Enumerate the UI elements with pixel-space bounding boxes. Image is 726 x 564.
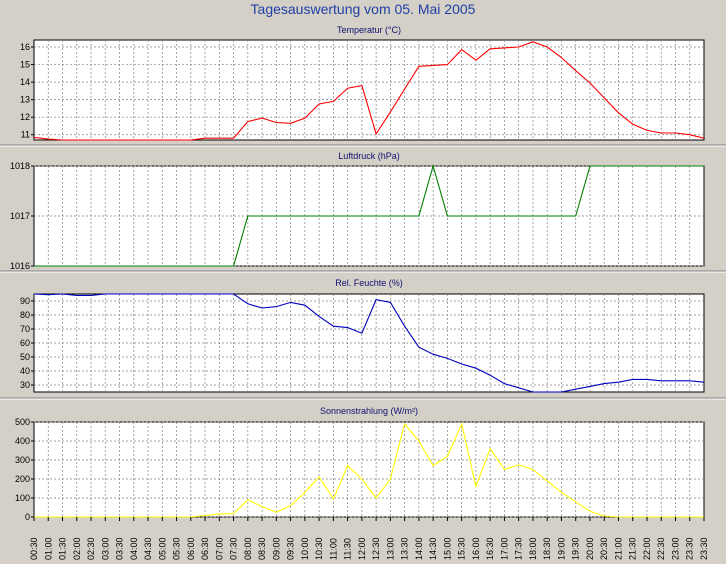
x-tick-label: 14:00: [414, 537, 424, 560]
x-tick-label: 17:30: [514, 537, 524, 560]
x-tick-label: 22:30: [656, 537, 666, 560]
y-tick-label: 400: [15, 436, 30, 446]
x-tick-label: 02:30: [86, 537, 96, 560]
x-tick-label: 12:30: [371, 537, 381, 560]
x-tick-label: 06:30: [200, 537, 210, 560]
x-tick-label: 23:00: [670, 537, 680, 560]
x-tick-label: 18:30: [542, 537, 552, 560]
x-tick-label: 23:30: [685, 537, 695, 560]
y-tick-label: 200: [15, 474, 30, 484]
x-tick-label: 15:00: [442, 537, 452, 560]
panel-title: Rel. Feuchte (%): [335, 278, 403, 288]
y-tick-label: 50: [20, 352, 30, 362]
x-tick-label: 17:00: [499, 537, 509, 560]
x-tick-label: 13:00: [385, 537, 395, 560]
y-tick-label: 60: [20, 338, 30, 348]
plot-area: [33, 39, 705, 141]
x-tick-label: 02:00: [72, 537, 82, 560]
series-line: [33, 41, 705, 141]
x-tick-label: 03:30: [115, 537, 125, 560]
x-tick-label: 19:30: [571, 537, 581, 560]
x-tick-label: 21:30: [628, 537, 638, 560]
x-tick-label: 05:30: [172, 537, 182, 560]
y-tick-label: 16: [20, 42, 30, 52]
x-tick-label: 13:30: [400, 537, 410, 560]
chart-panel-0: 11 12 13 14 15 16 Temperatur (°C): [0, 25, 726, 147]
y-tick-label: 30: [20, 380, 30, 390]
y-tick-label: 1018: [10, 161, 30, 171]
series-line: [34, 422, 704, 518]
x-tick-label: 10:00: [300, 537, 310, 560]
x-tick-label: 04:00: [129, 537, 139, 560]
x-tick-label: 11:30: [343, 538, 353, 560]
plot-area: [33, 293, 705, 393]
panel-title: Temperatur (°C): [337, 25, 401, 35]
panel-title: Luftdruck (hPa): [338, 151, 400, 161]
y-tick-label: 100: [15, 493, 30, 503]
page-title: Tagesauswertung vom 05. Mai 2005: [250, 1, 476, 17]
x-tick-label: 01:00: [43, 537, 53, 560]
x-tick-label: 20:00: [585, 537, 595, 560]
y-tick-label: 15: [20, 60, 30, 70]
y-tick-label: 1016: [10, 261, 30, 271]
x-tick-label: 22:00: [642, 537, 652, 560]
y-tick-label: 11: [21, 130, 30, 140]
x-tick-label: 12:00: [357, 537, 367, 560]
y-tick-label: 12: [20, 112, 30, 122]
x-tick-label: 09:30: [286, 537, 296, 560]
y-tick-label: 300: [15, 455, 30, 465]
x-tick-label: 19:00: [556, 537, 566, 560]
x-tick-label: 03:00: [100, 537, 110, 560]
y-tick-label: 40: [20, 366, 30, 376]
x-tick-label: 18:00: [528, 537, 538, 560]
y-tick-label: 0: [25, 512, 30, 522]
y-tick-label: 13: [20, 95, 30, 105]
x-tick-label: 11:00: [328, 538, 338, 560]
x-tick-label: 01:30: [58, 537, 68, 560]
x-tick-label: 07:30: [229, 537, 239, 560]
x-tick-label: 23:30: [699, 537, 709, 560]
chart-panel-2: 30 40 50 60 70 80 90 Rel. Feuchte (%): [0, 278, 726, 400]
series-line: [33, 293, 705, 393]
y-tick-label: 80: [20, 310, 30, 320]
x-tick-label: 09:00: [271, 537, 281, 560]
chart-panel-3: 0 100 200 300 400 500 Sonnenstrahlung (W/m²): [15, 406, 705, 522]
x-tick-label: 16:00: [471, 537, 481, 560]
x-tick-label: 07:00: [214, 537, 224, 560]
x-tick-label: 06:00: [186, 537, 196, 560]
x-tick-label: 16:30: [485, 537, 495, 560]
x-tick-label: 15:30: [457, 537, 467, 560]
panel-title: Sonnenstrahlung (W/m²): [320, 406, 418, 416]
x-tick-label: 00:30: [29, 537, 39, 560]
y-tick-label: 1017: [10, 211, 30, 221]
x-tick-label: 08:00: [243, 537, 253, 560]
x-axis: 00:30 01:00 01:30 02:00 02:30 03:00 03:30 04:00…: [29, 517, 709, 560]
x-tick-label: 05:00: [157, 537, 167, 560]
y-tick-label: 90: [20, 296, 30, 306]
series-line: [34, 163, 704, 267]
y-tick-label: 500: [15, 417, 30, 427]
y-tick-label: 70: [20, 324, 30, 334]
x-tick-label: 08:30: [257, 537, 267, 560]
chart-panel-1: 1016 1017 1018 Luftdruck (hPa): [0, 151, 726, 273]
x-tick-label: 20:30: [599, 537, 609, 560]
x-tick-label: 04:30: [143, 537, 153, 560]
y-tick-label: 14: [20, 77, 30, 87]
x-tick-label: 21:00: [613, 537, 623, 560]
x-tick-label: 10:30: [314, 537, 324, 560]
x-tick-label: 14:30: [428, 537, 438, 560]
plot-area: [33, 421, 705, 518]
